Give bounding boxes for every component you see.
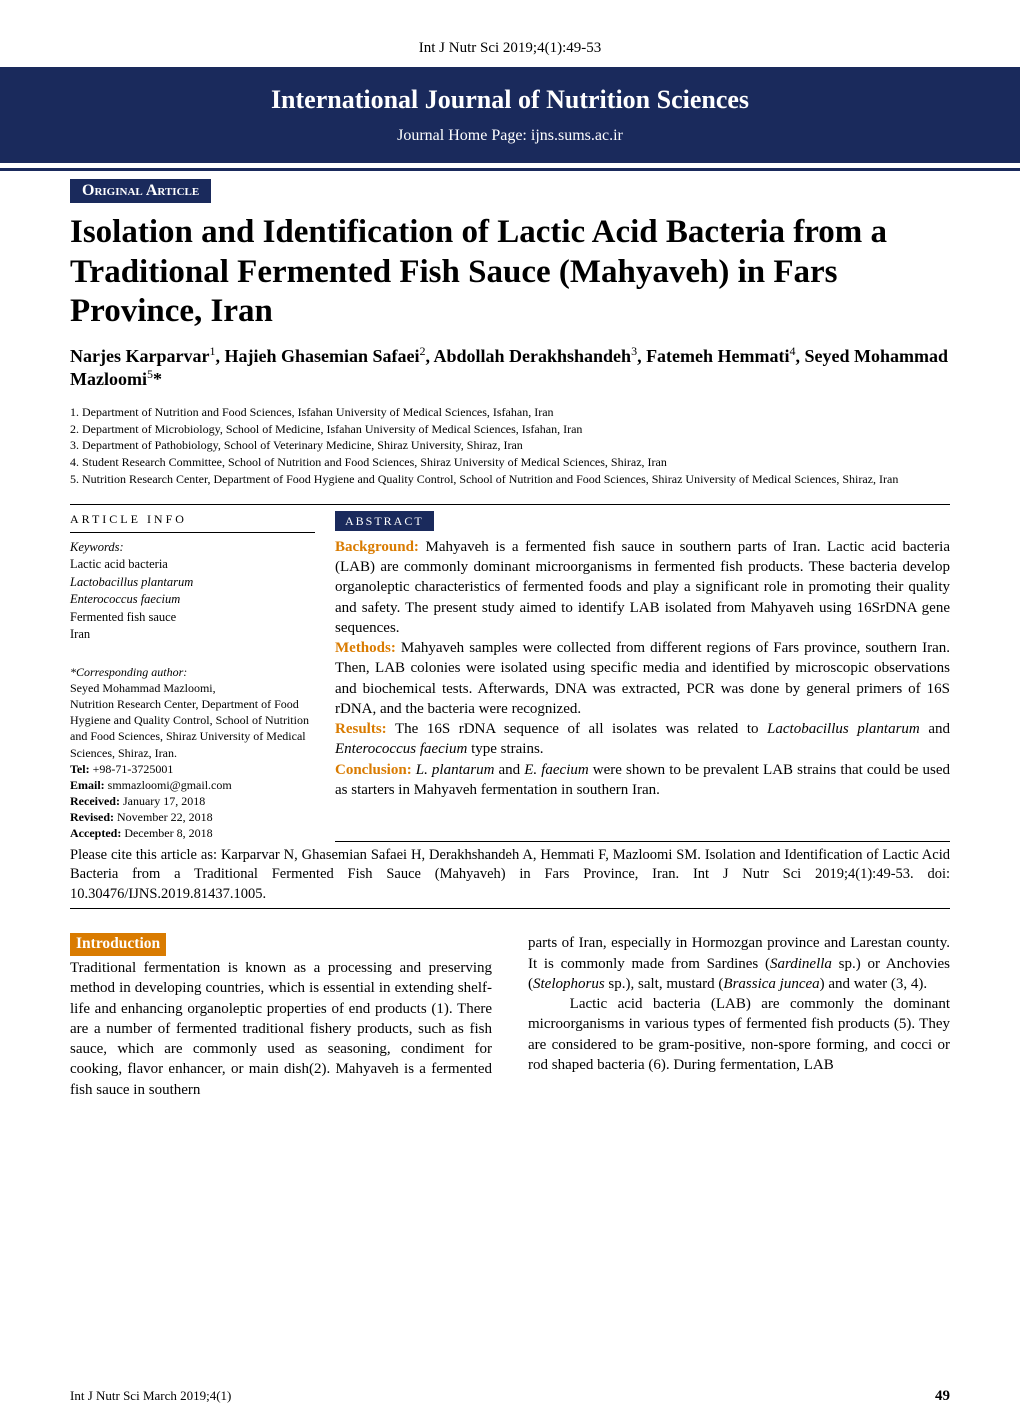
email-label: Email: <box>70 778 105 792</box>
conclusion-mid: and <box>494 762 524 778</box>
results-species1: Lactobacillus plantarum <box>767 721 920 737</box>
article-info-column: ARTICLE INFO Keywords: Lactic acid bacte… <box>70 511 315 842</box>
corresponding-author-block: *Corresponding author: Seyed Mohammad Ma… <box>70 664 315 842</box>
accepted-label: Accepted: <box>70 826 121 840</box>
journal-name: International Journal of Nutrition Scien… <box>0 85 1020 115</box>
body-left-column: Introduction Traditional fermentation is… <box>70 933 492 1100</box>
revised-label: Revised: <box>70 810 114 824</box>
keyword-item: Iran <box>70 626 315 644</box>
keyword-item: Lactic acid bacteria <box>70 556 315 574</box>
conclusion-species2: E. faecium <box>524 762 588 778</box>
page-footer: Int J Nutr Sci March 2019;4(1) 49 <box>70 1388 950 1405</box>
abstract-text: Background: Mahyaveh is a fermented fish… <box>335 537 950 800</box>
results-post: type strains. <box>467 741 543 757</box>
keywords-list: Lactic acid bacteriaLactobacillus planta… <box>70 556 315 644</box>
background-head: Background: <box>335 539 419 555</box>
journal-homepage: Journal Home Page: ijns.sums.ac.ir <box>0 127 1020 145</box>
results-head: Results: <box>335 721 387 737</box>
keyword-item: Enterococcus faecium <box>70 591 315 609</box>
article-title: Isolation and Identification of Lactic A… <box>70 213 950 332</box>
footer-left: Int J Nutr Sci March 2019;4(1) <box>70 1388 231 1405</box>
corresponding-name: Seyed Mohammad Mazloomi, <box>70 681 216 695</box>
tel-value: +98-71-3725001 <box>93 762 174 776</box>
background-text: Mahyaveh is a fermented fish sauce in so… <box>335 539 950 636</box>
footer-page-number: 49 <box>935 1388 950 1405</box>
affiliation-item: 1. Department of Nutrition and Food Scie… <box>70 404 950 421</box>
article-info-header: ARTICLE INFO <box>70 511 315 533</box>
journal-banner: International Journal of Nutrition Scien… <box>0 67 1020 163</box>
keyword-item: Fermented fish sauce <box>70 609 315 627</box>
methods-head: Methods: <box>335 640 396 656</box>
methods-text: Mahyaveh samples were collected from dif… <box>335 640 950 717</box>
journal-reference: Int J Nutr Sci 2019;4(1):49-53 <box>70 40 950 57</box>
affiliation-item: 3. Department of Pathobiology, School of… <box>70 437 950 454</box>
abstract-header: ABSTRACT <box>335 511 434 531</box>
results-mid: and <box>920 721 950 737</box>
introduction-header: Introduction <box>70 933 166 956</box>
corresponding-label: *Corresponding author: <box>70 665 187 679</box>
body-right-column: parts of Iran, especially in Hormozgan p… <box>528 933 950 1100</box>
corresponding-address: Nutrition Research Center, Department of… <box>70 697 309 760</box>
received-value: January 17, 2018 <box>123 794 205 808</box>
body-right-text: parts of Iran, especially in Hormozgan p… <box>528 933 950 1075</box>
affiliation-item: 4. Student Research Committee, School of… <box>70 454 950 471</box>
affiliations: 1. Department of Nutrition and Food Scie… <box>70 404 950 488</box>
keyword-item: Lactobacillus plantarum <box>70 574 315 592</box>
results-species2: Enterococcus faecium <box>335 741 467 757</box>
results-pre: The 16S rDNA sequence of all isolates wa… <box>395 721 767 737</box>
body-left-text: Traditional fermentation is known as a p… <box>70 958 492 1100</box>
affiliation-item: 2. Department of Microbiology, School of… <box>70 421 950 438</box>
citation: Please cite this article as: Karparvar N… <box>70 846 950 910</box>
keywords-label: Keywords: <box>70 539 315 557</box>
received-label: Received: <box>70 794 120 808</box>
tel-label: Tel: <box>70 762 90 776</box>
body-section: Introduction Traditional fermentation is… <box>70 933 950 1100</box>
journal-divider <box>0 168 1020 171</box>
authors: Narjes Karparvar1, Hajieh Ghasemian Safa… <box>70 344 950 390</box>
affiliation-item: 5. Nutrition Research Center, Department… <box>70 471 950 488</box>
email-value: smmazloomi@gmail.com <box>108 778 232 792</box>
abstract-column: ABSTRACT Background: Mahyaveh is a ferme… <box>335 511 950 842</box>
conclusion-species1: L. plantarum <box>416 762 495 778</box>
conclusion-head: Conclusion: <box>335 762 412 778</box>
accepted-value: December 8, 2018 <box>124 826 212 840</box>
article-type-badge: Original Article <box>70 179 211 203</box>
revised-value: November 22, 2018 <box>117 810 213 824</box>
info-abstract-row: ARTICLE INFO Keywords: Lactic acid bacte… <box>70 504 950 842</box>
